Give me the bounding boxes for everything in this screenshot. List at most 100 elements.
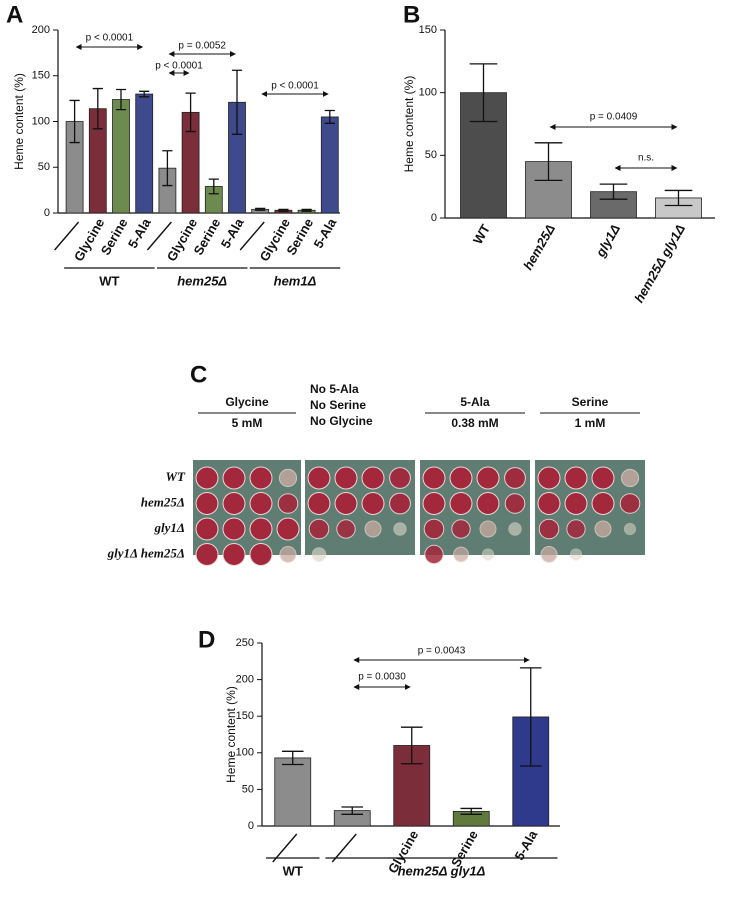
colony-spot (451, 519, 471, 539)
colony-spot (422, 466, 446, 490)
x-tick-label: WT (470, 222, 493, 247)
error-bar (278, 208, 289, 212)
error-bar (341, 806, 364, 815)
colony-spot (422, 492, 446, 515)
colony-spot (564, 466, 588, 490)
panel-letter: C (190, 361, 207, 388)
dash-label (239, 221, 265, 251)
y-tick-label: 50 (425, 149, 437, 161)
colony-spot (540, 546, 558, 563)
p-value: p = 0.0052 (178, 41, 226, 52)
strain-label: gly1Δ hem25Δ (107, 545, 185, 560)
group-label: WT (283, 863, 303, 878)
colony-spot (481, 548, 495, 561)
error-bar (255, 207, 266, 211)
colony-spot (249, 492, 273, 515)
plate-header: 5-Ala (460, 395, 490, 409)
error-bar (92, 87, 103, 130)
plate-header: No 5-Ala (310, 382, 359, 396)
colony-spot (307, 492, 331, 515)
error-bar (231, 69, 243, 135)
colony-spot (336, 519, 356, 539)
y-tick-label: 150 (236, 710, 254, 722)
colony-spot (620, 468, 640, 488)
y-axis-label: Heme content (%) (402, 76, 416, 173)
error-bar (664, 189, 693, 207)
colony-spot (279, 546, 297, 563)
plate-header: Glycine (225, 395, 269, 409)
colony-spot (537, 492, 561, 515)
plate-header: Serine (572, 395, 609, 409)
bar (112, 99, 130, 214)
y-tick-label: 250 (236, 637, 254, 649)
colony-spot (508, 522, 522, 536)
colony-spot (249, 466, 273, 490)
bar (512, 716, 550, 827)
x-tick-label: Glycine (257, 216, 293, 264)
colony-spot (334, 492, 358, 515)
colony-spot (591, 492, 615, 515)
colony-spot (569, 548, 583, 561)
colony-spot (424, 544, 444, 565)
error-bar (469, 63, 498, 123)
colony-spot (453, 546, 469, 563)
dash-label (331, 833, 357, 863)
colony-spot (423, 518, 445, 540)
colony-spot (249, 517, 273, 541)
x-tick-label: hem25Δ (520, 221, 558, 272)
colony-spot (249, 543, 273, 566)
colony-spot (476, 466, 500, 490)
group-label: WT (99, 273, 119, 288)
p-value: n.s. (638, 153, 654, 164)
colony-spot (195, 543, 219, 566)
colony-spot (195, 466, 219, 490)
error-bar (69, 99, 80, 144)
plate-header: 5 mM (232, 416, 263, 430)
colony-spot (222, 517, 246, 541)
colony-spot (389, 467, 411, 489)
panel-letter: D (198, 626, 215, 653)
p-value: p < 0.0001 (86, 33, 134, 44)
error-bar (185, 92, 196, 133)
strain-label: hem25Δ (141, 494, 185, 509)
colony-spot (449, 492, 473, 515)
y-tick-label: 200 (236, 674, 254, 686)
colony-spot (504, 467, 526, 489)
y-axis-label: Heme content (%) (224, 686, 238, 783)
colony-spot (393, 522, 407, 536)
x-tick-label: 5-Ala (218, 215, 247, 251)
y-tick-label: 0 (44, 207, 50, 219)
colony-spot (277, 493, 299, 514)
plate-header: No Serine (310, 398, 366, 412)
strain-label: WT (166, 469, 187, 484)
bar (320, 116, 339, 214)
x-tick-label: gly1Δ (592, 221, 623, 260)
colony-spot (311, 547, 327, 562)
colony-spot (619, 493, 641, 514)
error-bar (400, 726, 423, 765)
x-tick-label: 5-Ala (310, 215, 339, 251)
colony-spot (195, 517, 219, 541)
colony-spot (594, 520, 612, 538)
colony-spot (591, 466, 615, 490)
p-value: p = 0.0030 (358, 672, 406, 683)
error-bar (519, 667, 542, 767)
x-tick-label: Glycine (164, 216, 200, 264)
x-tick-label: Glycine (71, 216, 107, 264)
colony-spot (361, 466, 385, 490)
p-value: p < 0.0001 (155, 61, 203, 72)
error-bar (208, 178, 219, 195)
bar (274, 757, 312, 827)
plate-header: 1 mM (575, 416, 606, 430)
group-label: hem25Δ (177, 273, 227, 288)
dash-label (54, 221, 80, 251)
colony-spot (334, 466, 358, 490)
colony-spot (479, 520, 497, 538)
plate-header: 0.38 mM (451, 416, 498, 430)
y-tick-label: 100 (236, 747, 254, 759)
colony-spot (361, 492, 385, 515)
x-tick-label: 5-Ala (125, 215, 154, 251)
colony-spot (364, 520, 382, 538)
plate-header: No Glycine (310, 414, 373, 428)
